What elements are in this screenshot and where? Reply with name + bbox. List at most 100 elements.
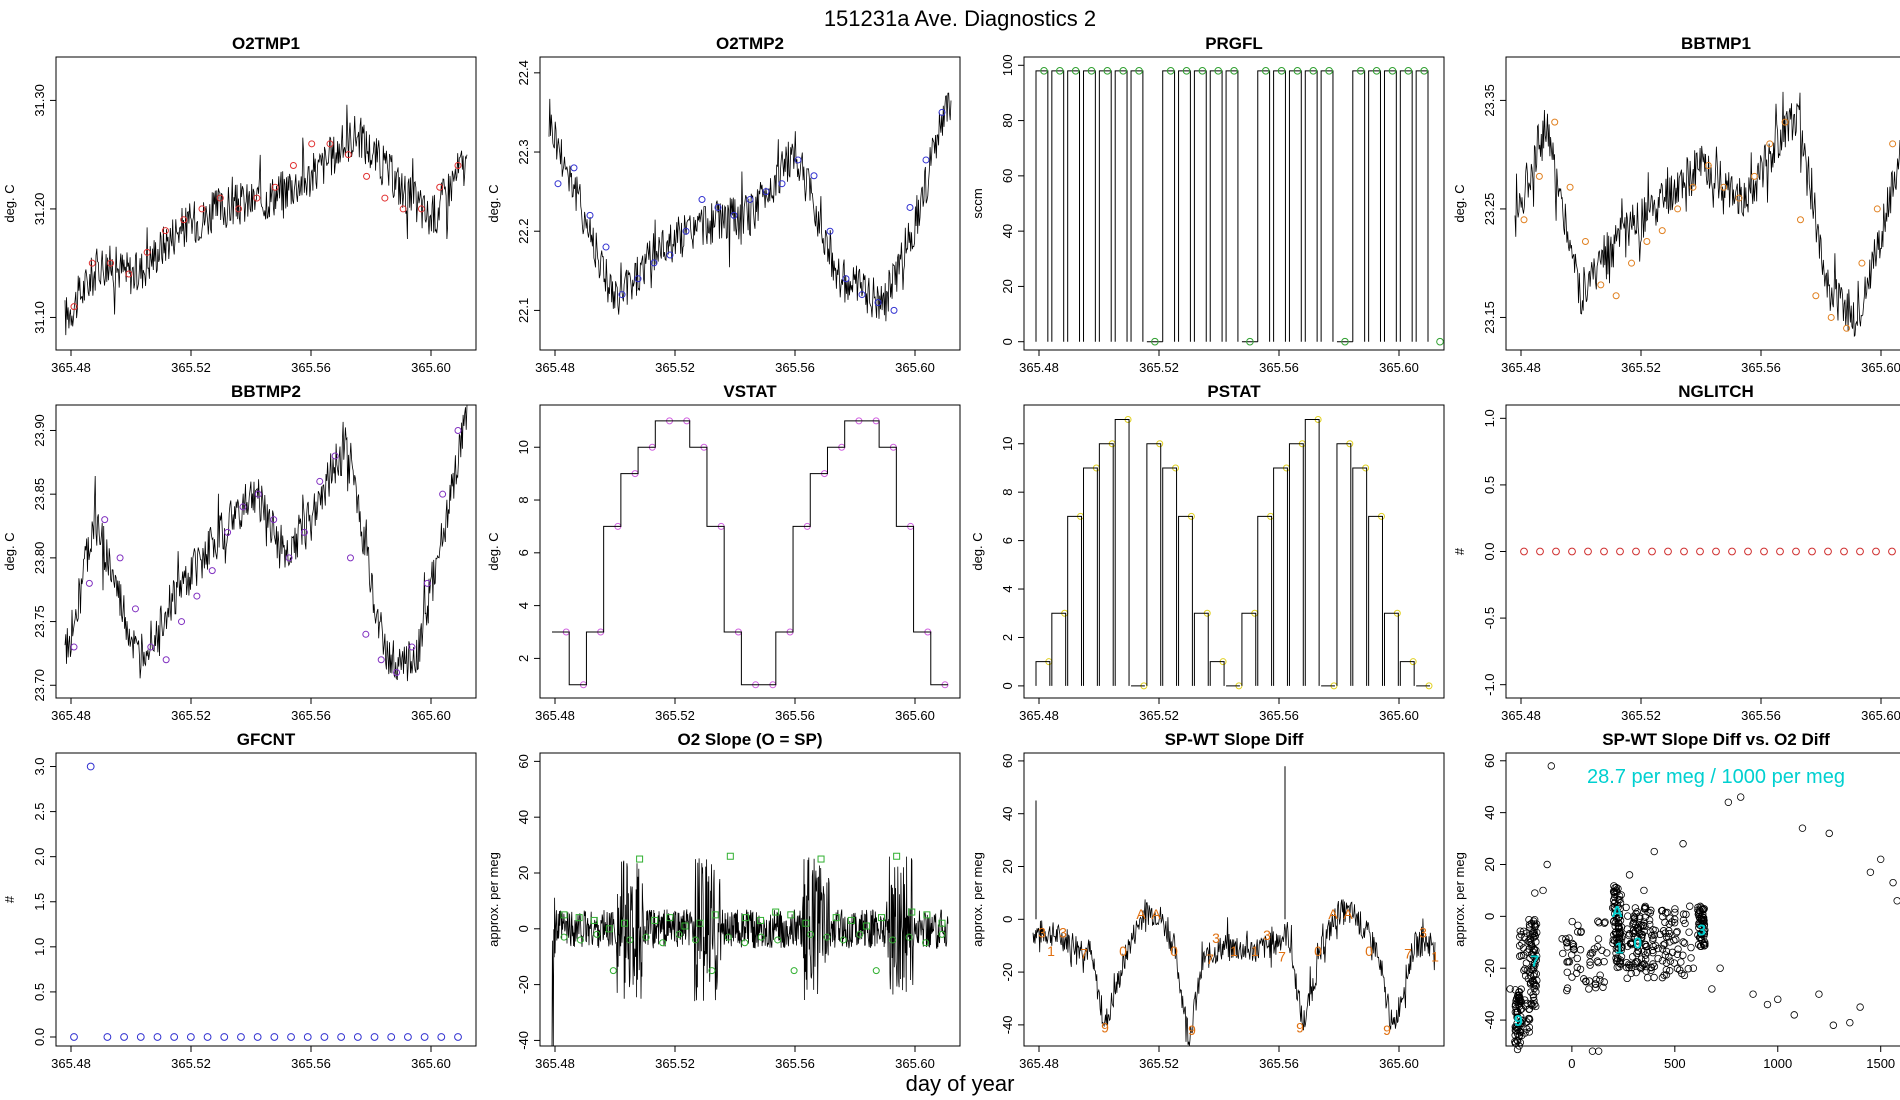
data-point [1530,979,1538,987]
plot-frame [1023,752,1445,1047]
data-point [1592,983,1600,992]
data-point [650,259,658,267]
data-point [224,528,232,536]
data-point [1525,923,1534,931]
data-label: 7 [1278,948,1286,964]
data-point [1796,216,1804,224]
data-point [1517,951,1526,960]
y-tick-label: 60 [1000,754,1015,768]
data-point [1513,1045,1522,1054]
data-point [1634,937,1643,946]
data-point [1640,918,1648,926]
data-point [618,291,626,299]
x-tick-label: 365.48 [51,708,91,723]
data-label: 3 [1059,924,1067,940]
data-label: 9 [1101,1020,1109,1036]
data-point [1573,954,1581,963]
outlier-point [1724,798,1733,806]
data-point [85,579,93,587]
x-tick-label: 365.60 [1379,1056,1419,1071]
cluster-label: 1 [1615,940,1624,957]
data-point [1615,892,1624,900]
y-tick-label: 23.80 [32,542,47,575]
y-tick-label: 4 [516,602,531,609]
x-tick-label: 365.48 [51,360,91,375]
data-point [1824,547,1832,556]
data-point [1654,954,1662,963]
data-point [1599,983,1607,991]
data-point [1530,1000,1539,1008]
data-point [88,259,96,267]
data-point-circle [889,936,897,944]
data-point [1615,939,1624,947]
chart-title: SP-WT Slope Diff vs. O2 Diff [1602,730,1830,749]
y-tick-label: 6 [1000,537,1015,544]
x-tick-label: 365.56 [775,360,815,375]
data-point [906,203,914,211]
plot-frame [55,752,477,1047]
data-point [1699,905,1708,914]
data-point-circle [593,930,601,938]
panel-6: PSTAT deg. C 365.48 365.52 365.56 365.60 0 2 4 6 8… [970,382,1445,723]
data-point [393,669,401,677]
data-point [1600,547,1608,556]
outlier-point [1539,886,1547,895]
data-point [1701,926,1709,934]
data-point [381,194,389,202]
data-point [1341,337,1349,346]
data-point [1665,927,1673,935]
data-point [1641,902,1649,911]
data-point [1135,67,1143,75]
data-point [300,528,308,536]
y-tick-label: 2 [516,655,531,662]
data-point [1638,961,1647,969]
cluster-label: A [1611,904,1623,921]
data-point [1625,931,1633,940]
data-point [1520,966,1528,975]
data-point [1040,67,1048,75]
panel-11: SP-WT Slope Diff vs. O2 Diff approx. per … [1452,730,1900,1071]
y-axis-label: approx. per meg [486,852,501,947]
data-point [762,188,770,196]
data-point [1720,183,1728,191]
series-line [552,420,948,686]
data-label: 7 [1080,946,1088,962]
cluster-label: 0 [1633,935,1642,952]
outlier-point [1790,1011,1798,1019]
data-point [1645,916,1654,924]
data-point-circle [724,933,732,941]
y-tick-label: 0 [1000,338,1015,345]
data-point [1648,547,1656,556]
data-point [1663,908,1671,917]
data-point [1617,953,1626,961]
data-point [320,1033,329,1041]
data-point-square [711,911,719,919]
data-point [1530,969,1539,978]
y-tick-label: 4 [1000,585,1015,592]
data-point [602,243,610,251]
data-point [1641,951,1650,959]
data-point [186,1033,195,1041]
x-tick-label: 365.56 [1259,1056,1299,1071]
data-point [1404,67,1413,75]
data-point [1565,934,1573,942]
data-point [586,211,594,219]
data-point [237,1033,245,1041]
x-tick-label: 365.48 [535,360,575,375]
data-point [116,554,124,562]
data-point [1660,971,1668,979]
data-point [1728,547,1736,556]
data-point [1631,904,1640,912]
data-point [399,205,407,213]
cluster-label: 3 [1697,922,1706,939]
data-point [287,1033,295,1041]
data-point [890,306,898,314]
series-line [551,856,949,1047]
data-point [180,216,188,224]
data-point [1563,984,1572,992]
data-point [1616,956,1625,964]
panel-4: BBTMP2 deg. C 365.48 365.52 365.56 365.60 23.7… [2,382,477,723]
outlier-point [1893,897,1900,905]
x-tick-label: 365.48 [51,1056,91,1071]
data-point [1760,547,1768,556]
